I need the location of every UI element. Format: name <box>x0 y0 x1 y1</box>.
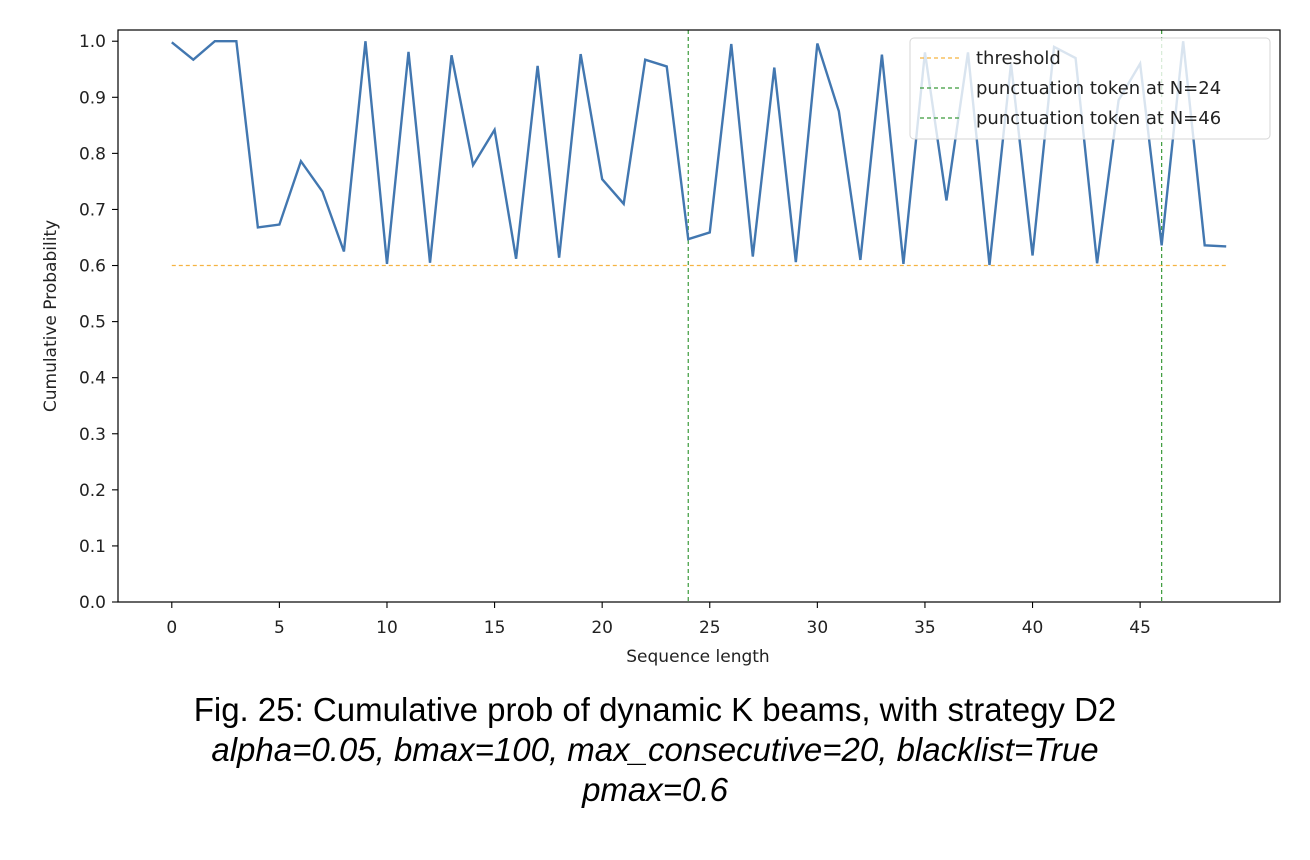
y-tick-label: 0.0 <box>79 593 106 613</box>
x-tick-label: 30 <box>807 618 829 638</box>
y-tick-label: 0.2 <box>79 481 106 501</box>
plot-frame <box>117 29 1281 603</box>
legend-threshold-label: threshold <box>976 48 1061 69</box>
line-chart: 0 5 10 15 20 25 30 35 40 45 0.0 0.1 0.2 0.3 0.4 0.5 0.6… <box>41 29 1281 667</box>
y-tick-label: 0.9 <box>79 88 106 108</box>
legend-punctuation-46-label: punctuation token at N=46 <box>976 108 1221 129</box>
y-tick-label: 0.3 <box>79 425 106 445</box>
legend-box <box>909 37 1271 140</box>
y-tick-label: 0.4 <box>79 369 106 389</box>
x-tick-label: 5 <box>274 618 285 638</box>
x-axis-ticks: 0 5 10 15 20 25 30 35 40 45 <box>166 602 1151 638</box>
x-tick-label: 40 <box>1022 618 1044 638</box>
chart: 0 5 10 15 20 25 30 35 40 45 0.0 0.1 0.2 0.3 0.4 0.5 0.6… <box>41 29 1281 667</box>
caption-pmax: pmax=0.6 <box>582 771 728 808</box>
y-tick-label: 0.5 <box>79 313 106 333</box>
y-axis-ticks: 0.0 0.1 0.2 0.3 0.4 0.5 0.6 0.7 0.8 0.9 1.0 <box>79 32 118 613</box>
caption-params: alpha=0.05, bmax=100, max_consecutive=20… <box>211 731 1099 768</box>
y-tick-label: 0.7 <box>79 200 106 220</box>
x-axis-label: Sequence length <box>626 647 769 667</box>
x-tick-label: 0 <box>166 618 177 638</box>
y-tick-label: 1.0 <box>79 32 106 52</box>
legend-punctuation-24-label: punctuation token at N=24 <box>976 78 1221 99</box>
y-tick-label: 0.1 <box>79 537 106 557</box>
y-tick-label: 0.6 <box>79 257 106 277</box>
legend: threshold punctuation token at N=24 punc… <box>909 37 1271 140</box>
x-tick-label: 45 <box>1129 618 1151 638</box>
x-tick-label: 15 <box>484 618 506 638</box>
x-tick-label: 25 <box>699 618 721 638</box>
x-tick-label: 10 <box>376 618 398 638</box>
caption-title: Fig. 25: Cumulative prob of dynamic K be… <box>193 691 1117 728</box>
y-tick-label: 0.8 <box>79 144 106 164</box>
x-tick-label: 35 <box>914 618 936 638</box>
x-tick-label: 20 <box>591 618 613 638</box>
figure-caption: Fig. 25: Cumulative prob of dynamic K be… <box>0 690 1310 810</box>
y-axis-label: Cumulative Probability <box>41 220 61 412</box>
